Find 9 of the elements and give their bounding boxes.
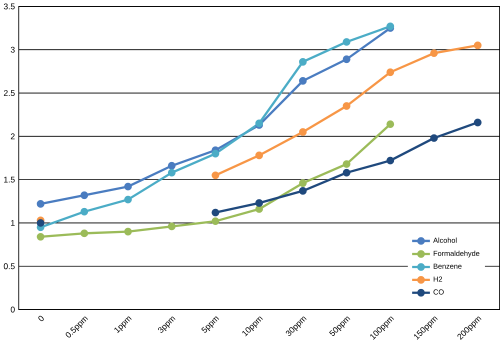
y-tick-label: 3.5 [4, 3, 15, 10]
y-tick-label: 2 [10, 133, 15, 140]
x-tick-label: 0 [38, 316, 44, 321]
y-tick-label: 2.5 [4, 90, 15, 96]
y-tick-label: 0.5 [4, 263, 15, 270]
y-tick-label: 1 [11, 220, 15, 226]
y-tick-label: 1.5 [4, 176, 15, 182]
y-tick-label: 3 [10, 46, 15, 53]
y-tick-label: 0 [10, 306, 15, 312]
